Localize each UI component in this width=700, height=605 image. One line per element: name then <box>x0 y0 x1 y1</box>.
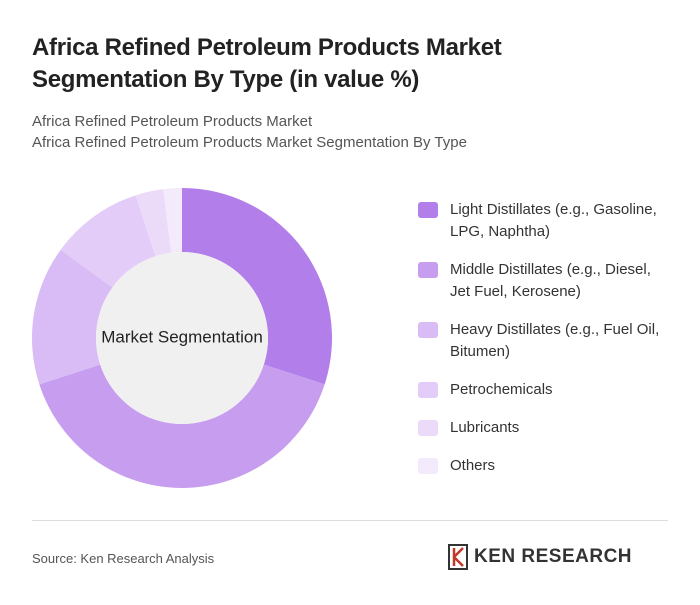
subtitle: Africa Refined Petroleum Products Market… <box>32 134 467 151</box>
legend-item: Others <box>418 455 668 477</box>
donut-slice <box>60 195 156 288</box>
legend: Light Distillates (e.g., Gasoline, LPG, … <box>418 199 668 493</box>
legend-label: Lubricants <box>450 419 520 436</box>
legend-item: Light Distillates (e.g., Gasoline, LPG, … <box>418 199 668 243</box>
legend-swatch <box>418 202 438 218</box>
subtitle: Africa Refined Petroleum Products Market <box>32 113 313 130</box>
chart: Market Segmentation <box>32 188 333 488</box>
center-label: Market Segmentation <box>101 327 263 346</box>
donut-hole <box>96 252 268 424</box>
chart-title: Africa Refined Petroleum Products Market… <box>32 34 502 93</box>
legend-swatch <box>418 420 438 436</box>
donut-slice <box>182 188 333 385</box>
legend-label: Heavy Distillates (e.g., Fuel Oil, Bitum… <box>450 321 660 360</box>
legend-item: Heavy Distillates (e.g., Fuel Oil, Bitum… <box>418 319 668 363</box>
donut-slice <box>163 188 182 253</box>
brand-logo: KEN RESEARCH <box>448 544 632 570</box>
legend-label: Middle Distillates (e.g., Diesel, Jet Fu… <box>450 261 651 300</box>
legend-swatch <box>418 382 438 398</box>
legend-item: Petrochemicals <box>418 379 668 401</box>
legend-item: Lubricants <box>418 417 668 439</box>
donut-slice <box>32 249 113 385</box>
donut-slice <box>135 189 172 257</box>
legend-label: Light Distillates (e.g., Gasoline, LPG, … <box>450 201 657 240</box>
source: Source: Ken Research Analysis <box>32 551 215 566</box>
legend-label: Others <box>450 457 496 474</box>
legend-item: Middle Distillates (e.g., Diesel, Jet Fu… <box>418 259 668 303</box>
legend-swatch <box>418 458 438 474</box>
legend-label: Petrochemicals <box>450 381 553 398</box>
legend-swatch <box>418 322 438 338</box>
divider <box>32 520 668 521</box>
legend-swatch <box>418 262 438 278</box>
brand-icon <box>448 544 468 570</box>
donut-slice <box>39 364 325 488</box>
brand-name: KEN RESEARCH <box>474 546 633 567</box>
